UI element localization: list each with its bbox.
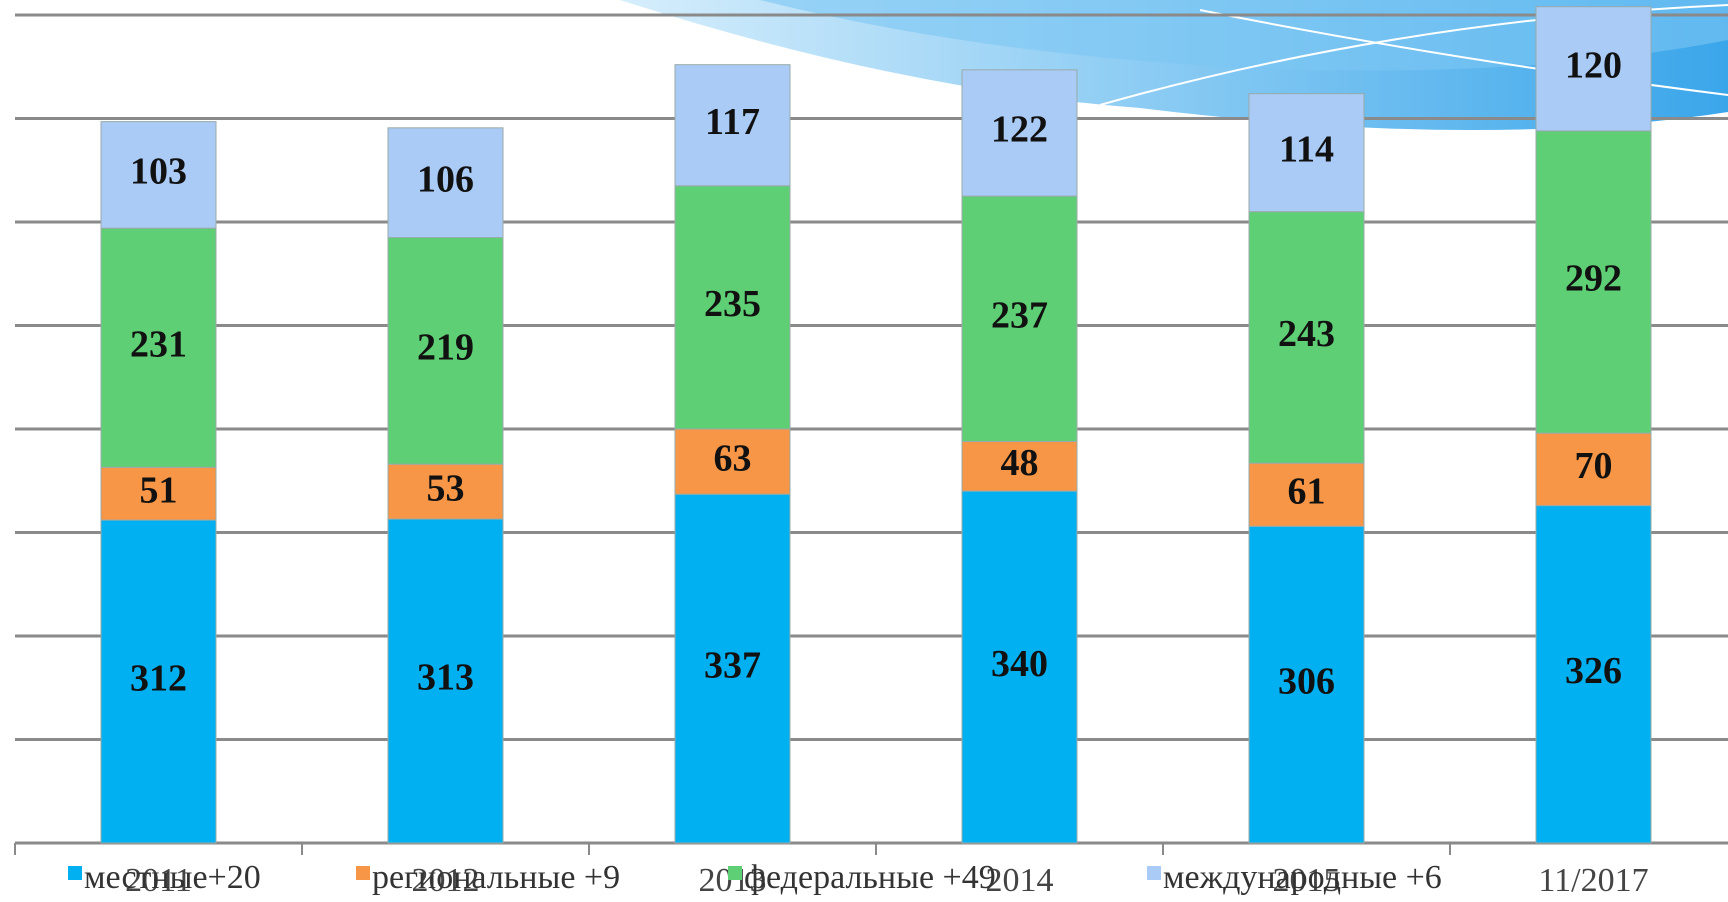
bar-segment	[961, 440, 1078, 492]
x-tick-label: 11/2017	[1538, 862, 1648, 899]
bar-segment	[100, 227, 217, 468]
data-label: 292	[1565, 258, 1622, 300]
bar-segment	[1535, 505, 1652, 844]
legend-label: международные +6	[1163, 859, 1442, 896]
bar-segment	[1535, 130, 1652, 434]
bar-segment	[387, 463, 504, 520]
data-label: 103	[130, 151, 187, 193]
bar-segment	[961, 490, 1078, 844]
data-label: 117	[705, 101, 760, 143]
data-label: 337	[704, 644, 761, 686]
data-label: 235	[704, 283, 761, 325]
data-label: 306	[1278, 660, 1335, 702]
data-label: 120	[1565, 45, 1622, 87]
data-label: 219	[417, 327, 474, 369]
bar-segment	[1535, 432, 1652, 507]
data-label: 122	[991, 109, 1048, 151]
data-label: 48	[1001, 442, 1039, 484]
data-label: 326	[1565, 650, 1622, 692]
x-tick-label: 2011	[125, 862, 192, 899]
bar-segment	[1248, 211, 1365, 464]
data-label: 243	[1278, 313, 1335, 355]
bar-segment	[1248, 462, 1365, 527]
x-tick-label: 2014	[986, 862, 1054, 899]
data-label: 237	[991, 294, 1048, 336]
legend-label: региональные +9	[372, 859, 620, 896]
data-label: 114	[1279, 128, 1334, 170]
bar-segment	[674, 428, 791, 495]
bar-segment	[1248, 93, 1365, 213]
x-tick-label: 2015	[1273, 862, 1341, 899]
bar-segment	[387, 518, 504, 844]
data-label: 313	[417, 657, 474, 699]
bar-segment	[961, 195, 1078, 442]
legend-swatch	[68, 866, 82, 880]
data-label: 53	[427, 467, 465, 509]
bar-segment	[100, 121, 217, 229]
legend-swatch	[728, 866, 742, 880]
bar-segment	[961, 69, 1078, 197]
data-label: 312	[130, 657, 187, 699]
decoration	[760, 0, 1728, 71]
bar-segment	[1248, 525, 1365, 844]
data-label: 340	[991, 643, 1048, 685]
bar-segment	[674, 185, 791, 430]
legend-label: местные+20	[84, 859, 261, 896]
data-label: 61	[1288, 470, 1326, 512]
data-label: 106	[417, 158, 474, 200]
x-tick-label: 2012	[412, 862, 480, 899]
data-label: 231	[130, 323, 187, 365]
bar-segment	[674, 493, 791, 844]
bar-segment	[387, 127, 504, 239]
legend-swatch	[1147, 866, 1161, 880]
bar-segment	[1535, 6, 1652, 132]
data-label: 63	[714, 437, 752, 479]
bar-segment	[674, 64, 791, 187]
legend-label: федеральные +49	[744, 859, 996, 896]
data-label: 70	[1575, 445, 1613, 487]
legend-swatch	[356, 866, 370, 880]
data-label: 51	[140, 469, 178, 511]
